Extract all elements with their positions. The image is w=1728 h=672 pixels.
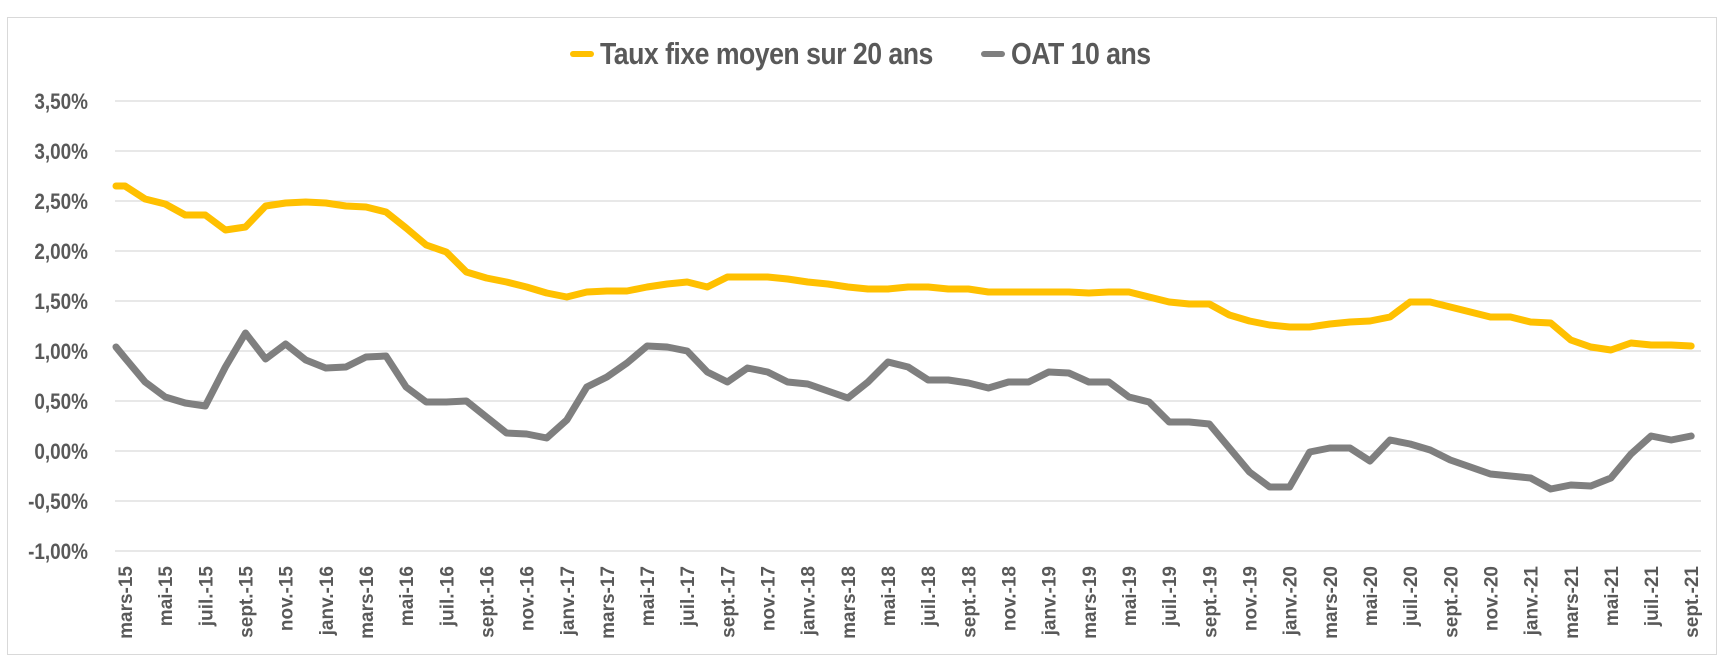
y-tick-label: 1,50%	[34, 290, 88, 315]
x-tick-label: mars-18	[839, 566, 860, 639]
legend-swatch-yellow-line-icon	[570, 51, 595, 57]
x-tick-label: sept.-18	[959, 566, 980, 638]
x-tick-label: janv.-17	[558, 566, 579, 636]
x-tick-label: sept.-16	[477, 566, 498, 638]
y-tick-label: 3,00%	[34, 140, 88, 165]
y-tick-label: 0,00%	[34, 440, 88, 465]
chart-legend: Taux fixe moyen sur 20 ans OAT 10 ans	[0, 36, 1728, 72]
x-tick-label: mars-20	[1321, 566, 1342, 639]
x-tick-label: janv.-21	[1522, 566, 1543, 637]
y-tick-label: -1,00%	[28, 540, 88, 565]
x-tick-label: sept.-19	[1200, 566, 1221, 638]
series-line-oat	[112, 329, 1695, 493]
x-axis: mars-15 mai-15 juil.-15 sept.-15 nov.-15 janv…	[116, 566, 1703, 639]
x-tick-label: sept.-15	[236, 566, 257, 638]
x-tick-label: nov.-19	[1240, 566, 1261, 631]
y-tick-label: -0,50%	[28, 490, 88, 515]
x-tick-label: juil.-19	[1160, 566, 1181, 627]
x-tick-label: sept.-20	[1441, 566, 1462, 638]
x-tick-label: mars-16	[357, 566, 378, 639]
chart-frame	[7, 17, 1717, 655]
y-tick-label: 1,00%	[34, 340, 88, 365]
x-tick-label: juil.-21	[1642, 566, 1663, 628]
x-tick-label: mars-21	[1562, 566, 1583, 639]
x-tick-label: nov.-15	[277, 566, 298, 632]
x-tick-label: mai-21	[1602, 566, 1623, 627]
x-tick-label: mars-15	[116, 566, 137, 639]
x-tick-label: mars-19	[1080, 566, 1101, 639]
x-tick-label: nov.-20	[1481, 566, 1502, 631]
legend-item-oat[interactable]: OAT 10 ans	[981, 36, 1157, 72]
x-tick-label: sept.-17	[718, 566, 739, 638]
y-axis: 3,50% 3,00% 2,50% 2,00% 1,50% 1,00% 0,50% 0,00%…	[28, 90, 88, 565]
series-lines	[112, 182, 1695, 493]
x-tick-label: mars-17	[598, 566, 619, 639]
y-tick-label: 3,50%	[34, 90, 88, 115]
x-tick-label: sept.-21	[1682, 566, 1703, 638]
x-tick-label: juil.-18	[919, 566, 940, 627]
legend-label: Taux fixe moyen sur 20 ans	[600, 36, 934, 71]
y-tick-label: 2,50%	[34, 190, 88, 215]
x-tick-label: juil.-17	[678, 566, 699, 627]
legend-swatch-gray-line-icon	[981, 51, 1006, 57]
series-line-taux-fixe	[112, 182, 1695, 354]
x-tick-label: juil.-20	[1401, 566, 1422, 627]
legend-item-taux-fixe[interactable]: Taux fixe moyen sur 20 ans	[570, 36, 949, 72]
y-tick-label: 0,50%	[34, 390, 88, 415]
x-tick-label: mai-20	[1361, 566, 1382, 626]
x-tick-label: janv.-19	[1040, 566, 1061, 636]
x-tick-label: mai-16	[397, 566, 418, 626]
x-tick-label: mai-19	[1120, 566, 1141, 626]
gridlines	[115, 100, 1701, 552]
x-tick-label: janv.-20	[1281, 566, 1302, 636]
x-tick-label: janv.-16	[317, 566, 338, 636]
x-tick-label: janv.-18	[799, 566, 820, 636]
legend-label: OAT 10 ans	[1011, 36, 1151, 71]
x-tick-label: juil.-16	[437, 566, 458, 627]
y-tick-label: 2,00%	[34, 240, 88, 265]
x-tick-label: nov.-17	[759, 566, 780, 631]
x-tick-label: nov.-16	[518, 566, 539, 631]
x-tick-label: nov.-18	[1000, 566, 1021, 631]
x-tick-label: mai-18	[879, 566, 900, 626]
x-tick-label: mai-15	[156, 566, 177, 627]
x-tick-label: juil.-15	[196, 566, 217, 628]
x-tick-label: mai-17	[638, 566, 659, 626]
